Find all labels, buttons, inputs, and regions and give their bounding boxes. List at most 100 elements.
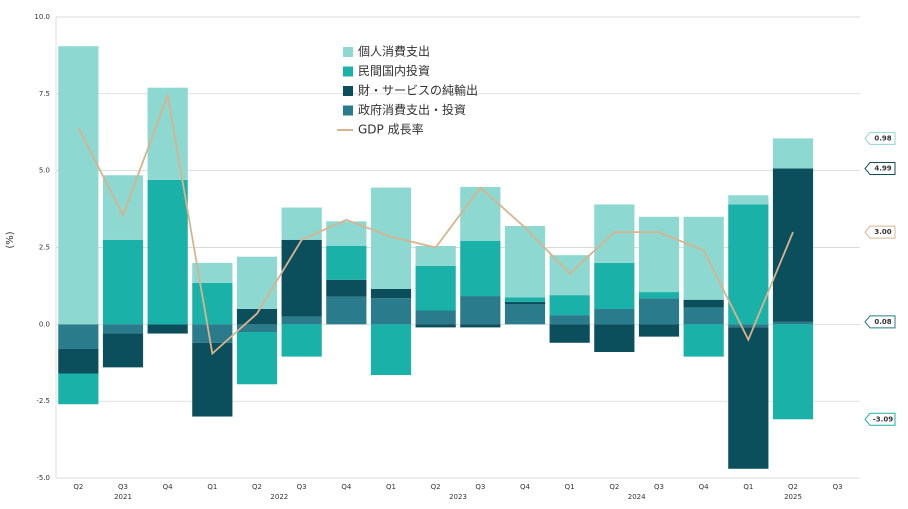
value-label: -3.09 (873, 415, 893, 423)
bar (772, 168, 814, 322)
bar (415, 310, 456, 325)
bar (415, 265, 456, 311)
bar (281, 207, 322, 240)
bar (728, 324, 769, 328)
bar (236, 324, 278, 333)
bar (192, 324, 233, 343)
bar (683, 299, 724, 308)
bar (728, 327, 769, 469)
bar (370, 324, 412, 376)
value-tag: -3.09 (864, 412, 896, 426)
y-tick-label: -2.5 (36, 397, 50, 405)
bar (58, 348, 99, 374)
x-tick-label: Q3 (654, 483, 664, 491)
bar (281, 316, 322, 325)
bar (772, 138, 814, 169)
x-tick-label: Q1 (565, 483, 575, 491)
y-tick-label: 5.0 (39, 167, 50, 175)
bar (638, 298, 680, 325)
x-tick-label: Q2 (252, 483, 262, 491)
x-group-label: 2025 (784, 493, 802, 501)
bar (683, 324, 724, 357)
x-tick-label: Q4 (341, 483, 352, 491)
x-tick-label: Q1 (743, 483, 753, 491)
legend-label: 民間国内投資 (358, 63, 430, 78)
bar (236, 256, 278, 309)
bar (236, 332, 278, 385)
bar (594, 308, 635, 325)
tag-box (864, 225, 896, 239)
legend-swatch (343, 47, 353, 57)
y-tick-label: 0.0 (39, 320, 50, 328)
bar (192, 262, 233, 283)
bar (415, 324, 456, 328)
bar (594, 324, 635, 352)
bar (594, 204, 635, 263)
legend-swatch (343, 105, 353, 116)
bar (326, 279, 367, 297)
bar (326, 245, 367, 280)
bar (549, 315, 590, 325)
x-tick-label: Q2 (73, 483, 83, 491)
x-group-label: 2024 (628, 493, 646, 501)
bar (638, 324, 680, 337)
bar (147, 179, 188, 325)
y-tick-label: 2.5 (39, 244, 50, 252)
x-tick-label: Q3 (833, 483, 843, 491)
x-tick-label: Q4 (520, 483, 531, 491)
x-tick-label: Q2 (788, 483, 798, 491)
value-label: 4.99 (874, 165, 891, 173)
x-tick-label: Q2 (431, 483, 441, 491)
x-tick-label: Q2 (609, 483, 619, 491)
x-tick-label: Q1 (207, 483, 217, 491)
bar (728, 195, 769, 205)
line (77, 91, 794, 356)
bar (326, 296, 367, 325)
bar (415, 245, 456, 266)
bar (460, 186, 501, 241)
bar (370, 298, 412, 325)
x-group-label: 2023 (449, 493, 467, 501)
x-tick-label: Q3 (297, 483, 307, 491)
value-label: 3.00 (874, 228, 891, 236)
bar (683, 216, 724, 300)
bar (370, 187, 412, 289)
bar (504, 297, 546, 302)
bar (370, 288, 412, 299)
x-group-label: 2022 (270, 493, 288, 501)
bar (638, 292, 680, 299)
bar (460, 296, 501, 325)
bar (549, 295, 590, 316)
tag-box (864, 315, 896, 329)
bar (281, 324, 322, 357)
bar (504, 301, 546, 305)
y-tick-label: 10.0 (34, 13, 50, 21)
bar (147, 324, 188, 334)
y-tick-label: -5.0 (36, 474, 50, 482)
bar (58, 373, 99, 405)
legend-label: 個人消費支出 (358, 44, 430, 59)
bar (460, 324, 501, 328)
value-label: 0.08 (874, 318, 891, 326)
bar (192, 282, 233, 325)
legend-label: 政府消費支出・投資 (358, 102, 466, 117)
value-tag: 3.00 (864, 225, 896, 239)
legend-label: GDP 成長率 (358, 122, 424, 137)
bar (504, 304, 546, 325)
bar (728, 204, 769, 325)
legend-label: 財・サービスの純輸出 (358, 83, 478, 98)
bar (58, 324, 99, 349)
y-tick-label: 7.5 (39, 90, 50, 98)
legend-swatch (343, 66, 353, 77)
bar (102, 175, 144, 240)
tag-box (864, 162, 896, 176)
bar (236, 308, 278, 325)
bar (281, 239, 322, 317)
value-tag: 0.98 (864, 131, 896, 145)
x-tick-label: Q4 (163, 483, 174, 491)
x-tick-label: Q3 (118, 483, 128, 491)
legend-swatch (343, 86, 353, 96)
tag-box (864, 131, 896, 145)
x-tick-label: Q3 (475, 483, 485, 491)
